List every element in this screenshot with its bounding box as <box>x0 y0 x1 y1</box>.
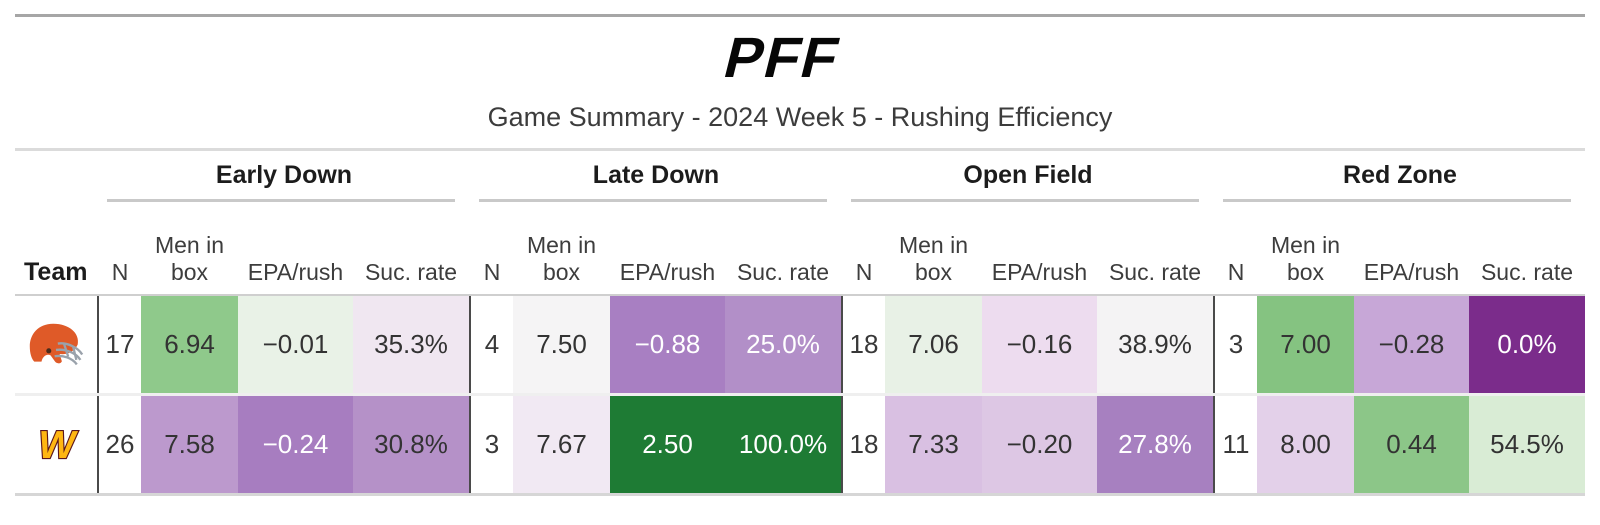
cell-epa-rush: −0.01 <box>238 296 353 393</box>
title-divider <box>15 148 1585 151</box>
subheaders-red-zone: N Men in box EPA/rush Suc. rate <box>1213 232 1585 287</box>
col-header-men-in-box: Men in box <box>526 231 597 286</box>
cell-epa-rush: −0.20 <box>982 396 1097 493</box>
group-header-late-down: Late Down <box>469 161 841 202</box>
cell-epa-rush: −0.88 <box>610 296 725 393</box>
pff-logo: PFF <box>0 30 1600 88</box>
col-header-epa-rush: EPA/rush <box>1363 259 1460 286</box>
subheaders-open-field: N Men in box EPA/rush Suc. rate <box>841 232 1213 287</box>
subheaders-early-down: N Men in box EPA/rush Suc. rate <box>97 232 469 287</box>
cell-suc-rate: 30.8% <box>353 396 469 493</box>
table-row-commanders: W 26 7.58 −0.24 30.8% 3 7.67 2.50 100.0%… <box>15 396 1585 493</box>
subheaders-late-down: N Men in box EPA/rush Suc. rate <box>469 232 841 287</box>
col-header-men-in-box: Men in box <box>154 231 225 286</box>
team-logo-cell <box>15 296 97 393</box>
top-divider <box>15 14 1585 17</box>
cell-suc-rate: 100.0% <box>725 396 841 493</box>
cell-suc-rate: 27.8% <box>1097 396 1213 493</box>
pff-logo-icon: PFF <box>718 30 847 88</box>
row-browns-open-field: 18 7.06 −0.16 38.9% <box>841 296 1213 393</box>
cell-epa-rush: −0.28 <box>1354 296 1469 393</box>
cell-men-in-box: 8.00 <box>1257 396 1354 493</box>
cell-men-in-box: 6.94 <box>141 296 238 393</box>
n-cell: 17 <box>99 296 141 393</box>
row-commanders-late-down: 3 7.67 2.50 100.0% <box>469 396 841 493</box>
group-header-early-down: Early Down <box>97 161 469 202</box>
table-row-browns: 17 6.94 −0.01 35.3% 4 7.50 −0.88 25.0% 1… <box>15 296 1585 393</box>
svg-text:PFF: PFF <box>718 30 847 88</box>
team-logo-cell: W <box>15 396 97 493</box>
col-header-n: N <box>855 259 873 286</box>
cell-men-in-box: 7.33 <box>885 396 982 493</box>
row-commanders-early-down: 26 7.58 −0.24 30.8% <box>97 396 469 493</box>
col-header-suc-rate: Suc. rate <box>1108 259 1202 286</box>
row-divider <box>15 393 1585 396</box>
group-underline <box>107 199 455 202</box>
col-header-suc-rate: Suc. rate <box>1480 259 1574 286</box>
cell-suc-rate: 54.5% <box>1469 396 1585 493</box>
col-header-men-in-box: Men in box <box>1270 231 1341 286</box>
n-cell: 26 <box>99 396 141 493</box>
col-header-epa-rush: EPA/rush <box>991 259 1088 286</box>
row-commanders-red-zone: 11 8.00 0.44 54.5% <box>1213 396 1585 493</box>
cell-epa-rush: −0.24 <box>238 396 353 493</box>
cell-suc-rate: 38.9% <box>1097 296 1213 393</box>
n-cell: 11 <box>1215 396 1257 493</box>
col-header-n: N <box>111 259 129 286</box>
page-title: Game Summary - 2024 Week 5 - Rushing Eff… <box>487 102 1113 132</box>
team-header-spacer <box>15 161 97 202</box>
n-cell: 4 <box>471 296 513 393</box>
cell-suc-rate: 25.0% <box>725 296 841 393</box>
n-cell: 3 <box>471 396 513 493</box>
bottom-divider <box>15 493 1585 496</box>
cell-suc-rate: 0.0% <box>1469 296 1585 393</box>
col-header-men-in-box: Men in box <box>898 231 969 286</box>
cell-men-in-box: 7.67 <box>513 396 610 493</box>
row-browns-early-down: 17 6.94 −0.01 35.3% <box>97 296 469 393</box>
cell-men-in-box: 7.50 <box>513 296 610 393</box>
n-cell: 3 <box>1215 296 1257 393</box>
browns-helmet-icon <box>29 323 84 366</box>
commanders-w-icon: W <box>37 424 79 465</box>
svg-text:W: W <box>38 424 78 465</box>
cell-suc-rate: 35.3% <box>353 296 469 393</box>
col-header-suc-rate: Suc. rate <box>364 259 458 286</box>
team-column-header: Team <box>24 258 88 286</box>
cell-epa-rush: 2.50 <box>610 396 725 493</box>
header-bottom-divider <box>15 294 1585 296</box>
group-underline <box>1223 199 1571 202</box>
col-header-epa-rush: EPA/rush <box>247 259 344 286</box>
group-underline <box>479 199 827 202</box>
col-header-epa-rush: EPA/rush <box>619 259 716 286</box>
row-browns-late-down: 4 7.50 −0.88 25.0% <box>469 296 841 393</box>
group-underline <box>851 199 1199 202</box>
cell-epa-rush: −0.16 <box>982 296 1097 393</box>
cell-men-in-box: 7.06 <box>885 296 982 393</box>
column-group-header-row: Early Down Late Down Open Field Red Zone <box>15 151 1585 202</box>
col-header-n: N <box>483 259 501 286</box>
n-cell: 18 <box>843 396 885 493</box>
cell-men-in-box: 7.58 <box>141 396 238 493</box>
n-cell: 18 <box>843 296 885 393</box>
col-header-n: N <box>1227 259 1245 286</box>
cell-men-in-box: 7.00 <box>1257 296 1354 393</box>
col-header-suc-rate: Suc. rate <box>736 259 830 286</box>
table-header: Early Down Late Down Open Field Red Zone… <box>15 151 1585 294</box>
group-header-red-zone: Red Zone <box>1213 161 1585 202</box>
row-commanders-open-field: 18 7.33 −0.20 27.8% <box>841 396 1213 493</box>
group-header-open-field: Open Field <box>841 161 1213 202</box>
cell-epa-rush: 0.44 <box>1354 396 1469 493</box>
row-browns-red-zone: 3 7.00 −0.28 0.0% <box>1213 296 1585 393</box>
column-header-row: Team N Men in box EPA/rush Suc. rate N M… <box>15 202 1585 294</box>
